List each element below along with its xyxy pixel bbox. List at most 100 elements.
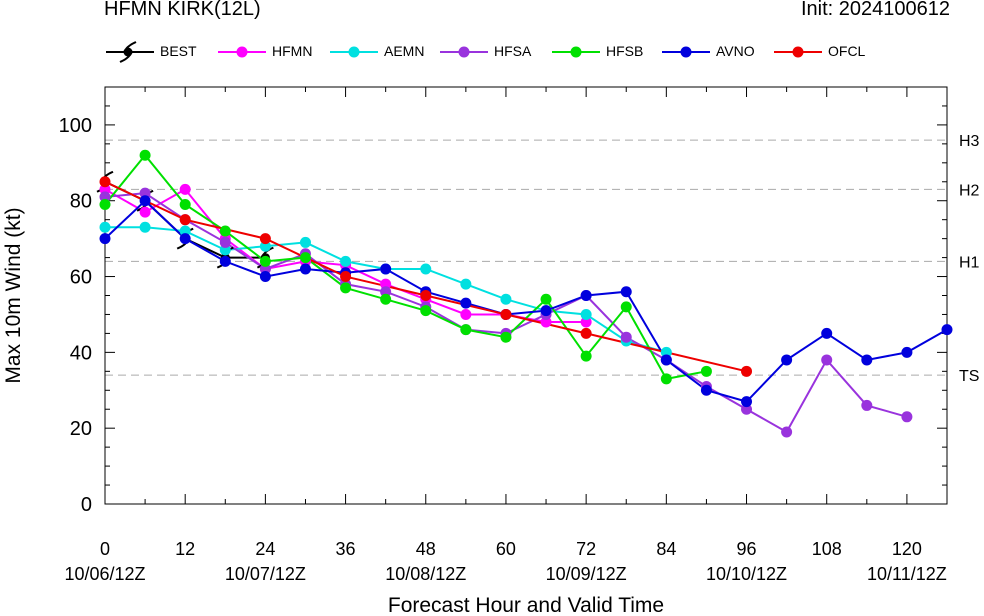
point-hfsb bbox=[660, 373, 672, 385]
x-tick-label: 108 bbox=[812, 539, 842, 559]
legend-marker bbox=[458, 46, 470, 58]
point-hfsa bbox=[620, 331, 632, 343]
point-hfsb bbox=[540, 293, 552, 305]
x-tick-label: 36 bbox=[336, 539, 356, 559]
legend-swatch bbox=[662, 46, 710, 58]
y-tick-label: 20 bbox=[70, 418, 92, 440]
point-avno bbox=[460, 297, 472, 309]
legend-swatch bbox=[106, 41, 154, 63]
point-ofcl bbox=[259, 233, 271, 245]
point-avno bbox=[821, 327, 833, 339]
point-avno bbox=[580, 290, 592, 301]
point-avno bbox=[861, 354, 873, 366]
x-tick-label: 24 bbox=[255, 539, 275, 559]
point-avno bbox=[700, 384, 712, 396]
point-ofcl bbox=[741, 365, 753, 377]
point-aemn bbox=[139, 221, 151, 233]
x-tick-label: 0 bbox=[100, 539, 110, 559]
point-hfsa bbox=[741, 403, 753, 415]
point-hfsb bbox=[500, 331, 512, 343]
x-tick-label: 120 bbox=[892, 539, 922, 559]
legend-swatch bbox=[774, 46, 822, 58]
point-hfsa bbox=[861, 399, 873, 411]
point-ofcl bbox=[420, 290, 432, 301]
threshold-label: H3 bbox=[959, 133, 980, 150]
point-aemn bbox=[460, 278, 472, 290]
point-hfmn bbox=[460, 308, 472, 320]
valid-time-label: 10/09/12Z bbox=[546, 564, 627, 584]
point-hfsa bbox=[380, 286, 392, 298]
point-hfsa bbox=[219, 236, 231, 248]
y-tick-label: 60 bbox=[70, 267, 92, 289]
point-ofcl bbox=[340, 271, 352, 283]
x-tick-label: 12 bbox=[175, 539, 195, 559]
point-avno bbox=[139, 195, 151, 207]
point-hfsa bbox=[821, 354, 833, 366]
y-tick-label: 80 bbox=[70, 191, 92, 213]
point-hfsb bbox=[139, 149, 151, 161]
x-tick-label: 96 bbox=[737, 539, 757, 559]
legend-swatch bbox=[330, 46, 378, 58]
legend-label: AVNO bbox=[716, 43, 755, 59]
legend-marker bbox=[348, 46, 360, 58]
point-hfsb bbox=[420, 305, 432, 317]
point-hfmn bbox=[139, 206, 151, 218]
threshold-label: H1 bbox=[959, 254, 980, 271]
threshold-label: TS bbox=[959, 368, 979, 385]
point-hfmn bbox=[580, 316, 592, 328]
point-avno bbox=[901, 346, 913, 358]
point-hfsb bbox=[299, 252, 311, 264]
point-aemn bbox=[219, 244, 231, 256]
y-tick-label: 40 bbox=[70, 342, 92, 364]
x-tick-label: 84 bbox=[656, 539, 676, 559]
point-aemn bbox=[299, 236, 311, 248]
point-hfsa bbox=[99, 191, 111, 203]
point-hfmn bbox=[99, 183, 111, 195]
point-hfmn bbox=[540, 316, 552, 328]
point-ofcl bbox=[580, 327, 592, 339]
point-aemn bbox=[340, 255, 352, 267]
point-hfsb bbox=[620, 301, 632, 313]
point-hfsa bbox=[139, 187, 151, 199]
x-axis-label: Forecast Hour and Valid Time bbox=[388, 594, 664, 616]
legend-marker bbox=[792, 46, 804, 58]
point-aemn bbox=[660, 346, 672, 358]
y-tick-label: 100 bbox=[59, 115, 92, 137]
legend-swatch bbox=[218, 46, 266, 58]
point-hfsb bbox=[700, 365, 712, 377]
point-hfsb bbox=[460, 324, 472, 336]
point-ofcl bbox=[500, 308, 512, 320]
point-hfsb bbox=[580, 350, 592, 362]
series-line-hfsb bbox=[104, 153, 707, 381]
legend-swatch bbox=[552, 46, 600, 58]
point-aemn bbox=[500, 293, 512, 305]
point-avno bbox=[299, 263, 311, 275]
plot-frame bbox=[104, 86, 948, 505]
legend-label: BEST bbox=[160, 43, 197, 59]
x-tick-label: 60 bbox=[496, 539, 516, 559]
init-time: Init: 2024100612 bbox=[800, 0, 950, 20]
legend-marker bbox=[680, 46, 692, 58]
point-avno bbox=[660, 354, 672, 366]
point-hfsb bbox=[259, 255, 271, 267]
valid-time-label: 10/10/12Z bbox=[706, 564, 787, 584]
point-avno bbox=[620, 286, 632, 298]
point-avno bbox=[941, 324, 953, 336]
point-hfsa bbox=[781, 426, 793, 438]
point-ofcl bbox=[179, 214, 191, 226]
point-aemn bbox=[179, 225, 191, 237]
legend-marker bbox=[119, 41, 137, 63]
legend-swatch bbox=[440, 46, 488, 58]
legend-label: AEMN bbox=[384, 43, 425, 59]
point-hfmn bbox=[380, 278, 392, 290]
point-hfsb bbox=[380, 293, 392, 305]
point-avno bbox=[219, 255, 231, 267]
valid-time-label: 10/08/12Z bbox=[385, 564, 466, 584]
point-hfsb bbox=[340, 282, 352, 294]
point-avno bbox=[781, 354, 793, 366]
point-aemn bbox=[420, 263, 432, 275]
point-avno bbox=[741, 396, 753, 408]
point-ofcl bbox=[99, 176, 111, 188]
